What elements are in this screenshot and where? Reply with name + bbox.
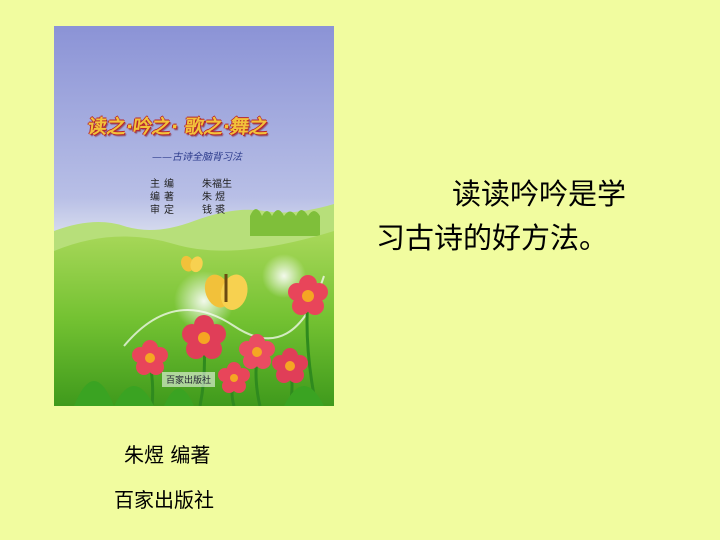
book-cover-illustration [54,26,334,406]
credit-name: 朱 煜 [202,192,226,203]
main-caption-line2: 习古诗的好方法。 [376,221,609,255]
credit-row: 编著 朱 煜 [150,191,232,204]
main-caption-line1: 读读吟吟是学 [452,177,627,211]
book-cover-image: 读之·吟之· 歌之·舞之 ——古诗全脑背习法 主编 朱福生 编著 朱 煜 审定 … [54,26,334,406]
cover-butterfly-small [181,255,203,273]
publisher-label: 百家出版社 [114,488,214,512]
credit-role: 审定 [150,205,178,216]
cover-credits: 主编 朱福生 编著 朱 煜 审定 钱 裘 [150,178,232,217]
credit-name: 朱福生 [202,179,232,190]
cover-subtitle: ——古诗全脑背习法 [152,152,242,163]
credit-row: 主编 朱福生 [150,178,232,191]
credit-name: 钱 裘 [202,205,226,216]
credit-role: 主编 [150,179,178,190]
cover-butterfly-large [204,274,248,310]
cover-leaves [74,381,324,406]
cover-trees [250,209,320,236]
cover-title: 读之·吟之· 歌之·舞之 [86,116,270,138]
main-caption: 读读吟吟是学 习古诗的好方法。 [376,172,696,260]
cover-publisher-logo: 百家出版社 [162,372,216,387]
author-label: 朱煜 编著 [124,443,211,467]
credit-row: 审定 钱 裘 [150,204,232,217]
credit-role: 编著 [150,192,178,203]
cover-flowers [132,275,328,393]
cover-sparkle-trail [123,275,325,347]
